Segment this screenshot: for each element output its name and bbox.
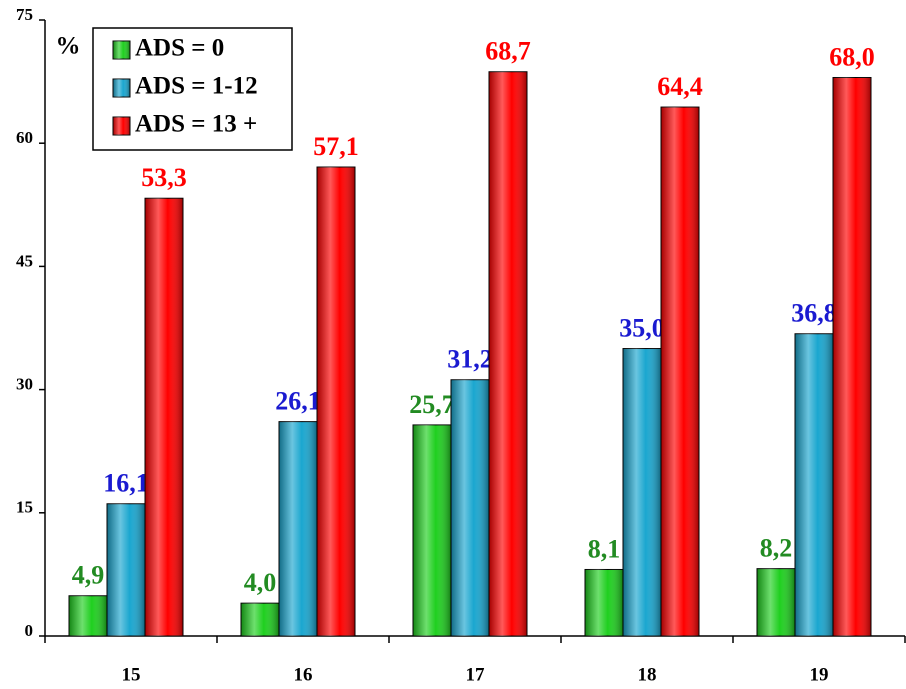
bar xyxy=(756,568,796,637)
bar xyxy=(144,197,184,637)
x-tick-label: 19 xyxy=(810,664,829,685)
y-axis-label: % xyxy=(56,33,81,60)
bar xyxy=(68,595,108,637)
value-label: 25,7 xyxy=(409,390,455,419)
y-tick-label: 60 xyxy=(16,128,33,147)
y-tick-label: 30 xyxy=(16,375,33,394)
bar xyxy=(278,421,318,637)
y-tick-label: 15 xyxy=(16,498,33,517)
value-label: 31,2 xyxy=(447,345,493,374)
legend-swatch-shade xyxy=(113,41,130,59)
bar xyxy=(450,379,490,637)
legend-swatch-shade xyxy=(113,79,130,97)
value-label: 26,1 xyxy=(275,387,321,416)
legend-label: ADS = 1-12 xyxy=(135,73,258,100)
x-tick-label: 15 xyxy=(122,664,141,685)
value-label: 8,2 xyxy=(760,534,793,563)
x-tick-label: 18 xyxy=(638,664,657,685)
bar xyxy=(622,348,662,637)
legend-label: ADS = 13 + xyxy=(135,111,257,138)
x-tick-label: 16 xyxy=(294,664,313,685)
bar xyxy=(660,106,700,637)
y-tick-label: 0 xyxy=(25,621,34,640)
y-tick-label: 45 xyxy=(16,251,33,270)
legend-label: ADS = 0 xyxy=(135,35,224,62)
bar xyxy=(316,166,356,637)
value-label: 64,4 xyxy=(657,72,703,101)
legend-swatch-shade xyxy=(113,117,130,135)
value-label: 68,7 xyxy=(485,37,531,66)
bar xyxy=(106,503,146,637)
bar xyxy=(584,568,624,637)
bar xyxy=(412,424,452,637)
value-label: 4,9 xyxy=(72,561,105,590)
value-label: 57,1 xyxy=(313,132,359,161)
value-label: 16,1 xyxy=(103,469,149,498)
value-label: 36,8 xyxy=(791,299,837,328)
y-tick-label: 75 xyxy=(16,5,33,24)
value-label: 68,0 xyxy=(829,42,875,71)
value-label: 35,0 xyxy=(619,314,665,343)
bar xyxy=(488,71,528,637)
bar xyxy=(794,333,834,637)
bar xyxy=(240,602,280,637)
value-label: 4,0 xyxy=(244,568,277,597)
value-label: 53,3 xyxy=(141,163,187,192)
x-tick-label: 17 xyxy=(466,664,486,685)
bar xyxy=(832,76,872,637)
value-label: 8,1 xyxy=(588,534,621,563)
